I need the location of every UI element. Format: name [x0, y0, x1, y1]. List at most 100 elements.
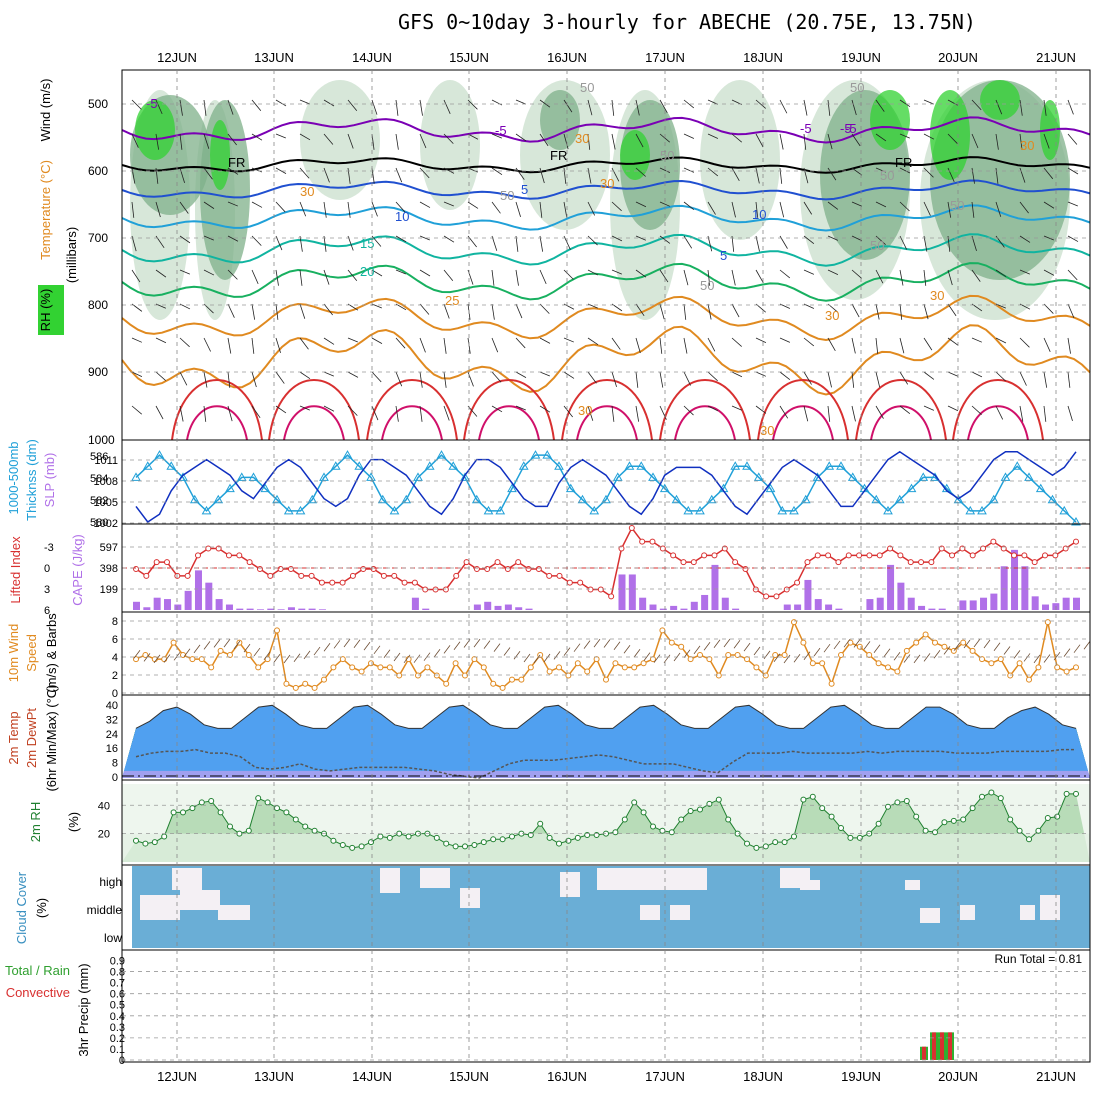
wind-barb [707, 133, 719, 139]
wind-barb [1067, 235, 1079, 242]
wind-barb [539, 99, 551, 108]
wind-speed-series-point [1044, 619, 1051, 626]
wind-barb [1043, 405, 1047, 422]
contour-label: 50 [950, 198, 964, 213]
chart-title: GFS 0~10day 3-hourly for ABECHE (20.75E,… [398, 10, 976, 34]
contour-label: 50 [700, 278, 714, 293]
lifted-index-series-point [442, 586, 449, 593]
wind10m-barb [283, 654, 291, 664]
thickness-series-point [189, 494, 200, 504]
date-label-bottom: 12JUN [157, 1069, 197, 1084]
wind-barb [851, 133, 861, 147]
wind10m-barb [993, 642, 1001, 651]
wind-barb [707, 405, 719, 412]
rh-point [499, 836, 506, 843]
rh-point [612, 829, 619, 836]
wind-barb [635, 133, 644, 148]
cape-bar [184, 590, 192, 610]
lifted-index-series-point [670, 552, 677, 559]
wind10m-barb [483, 640, 491, 649]
wind-barb [347, 371, 359, 378]
wind-barb [419, 371, 423, 388]
wind-barb [323, 303, 333, 316]
wind-barb [731, 167, 740, 182]
wind-speed-series-point [415, 672, 421, 679]
wind-barb [731, 133, 743, 143]
wind-speed-series-point [922, 631, 929, 638]
wind-barb [275, 269, 279, 286]
thickness-series [135, 454, 1077, 523]
wind-speed-series-point [452, 660, 459, 667]
wind-barb [563, 405, 573, 418]
thickness-series-point [1071, 516, 1081, 526]
wind-speed-series-point [368, 660, 374, 667]
slp-series [135, 450, 1077, 524]
wind10m-barb [783, 654, 791, 664]
wind10m-barb [583, 640, 591, 649]
wind-barb [851, 303, 860, 318]
wind-barb [563, 201, 568, 218]
thickness-series-point [589, 505, 600, 515]
wind-barb [899, 99, 911, 108]
wind10m-barb [533, 654, 541, 664]
wind-barb [611, 201, 622, 212]
wind-barb [323, 201, 327, 218]
wind-barb [443, 167, 455, 174]
wind10m-barb [443, 645, 451, 654]
wind-barb [707, 269, 711, 286]
rh-point [546, 834, 553, 841]
rh-point [1054, 813, 1061, 820]
wind-barb [1043, 269, 1055, 276]
precip-conv-bar [948, 1032, 952, 1060]
rh-point [781, 839, 788, 846]
thickness-series-point [142, 461, 153, 470]
wind-tick-label: 2 [112, 670, 118, 682]
cape-bar [659, 608, 667, 610]
temp-arch-inner-3 [478, 405, 540, 441]
wind-barb [851, 269, 862, 279]
wind10m-barb [403, 654, 411, 664]
wind-speed-series-point [584, 668, 591, 675]
ylabel-millibars: (millibars) [64, 227, 79, 283]
precip-tick-label: 0.9 [110, 956, 125, 968]
wind-tick-label: 6 [112, 634, 118, 646]
wind-barb [515, 167, 525, 180]
wind-barb [371, 371, 382, 383]
wind-barb [275, 133, 286, 139]
wind-speed-series-point [302, 680, 309, 687]
wind-barb [347, 235, 354, 251]
wind-barb [731, 337, 742, 347]
wind-barb [947, 201, 952, 218]
wind-barb [443, 133, 454, 144]
rh-point [462, 843, 468, 850]
wind-barb [347, 405, 358, 416]
thickness-tick-label: 582 [90, 495, 108, 507]
wind-barb [179, 337, 190, 348]
rh-point [189, 805, 196, 812]
rh-point [537, 820, 544, 827]
wind10m-barb [803, 651, 811, 661]
thickness-series-point [495, 505, 506, 515]
thickness-series-point [894, 494, 905, 504]
wind-speed-series-point [913, 639, 920, 646]
wind-speed-series-point [875, 660, 882, 667]
wind-barb [779, 99, 788, 114]
wind10m-barb [163, 654, 171, 663]
wind-speed-series-point [274, 627, 280, 634]
wind-barb [923, 303, 929, 320]
wind10m-barb [943, 646, 951, 655]
lifted-index-series-point [205, 545, 212, 552]
wind-barb [443, 269, 454, 282]
thickness-series-point [824, 461, 835, 470]
slp-tick-label: 1008 [94, 476, 118, 488]
rh-point [969, 805, 976, 812]
wind-speed-series-point [358, 668, 365, 675]
wind-speed-series-point [856, 643, 863, 650]
contour-label: 5 [720, 248, 727, 263]
rh-shade-3 [420, 80, 480, 210]
cape-bar [928, 608, 936, 610]
wind10m-barb [973, 638, 981, 648]
lifted-index-series-point [763, 593, 770, 600]
wind-barb [971, 201, 975, 218]
wind-barb [995, 99, 1003, 115]
